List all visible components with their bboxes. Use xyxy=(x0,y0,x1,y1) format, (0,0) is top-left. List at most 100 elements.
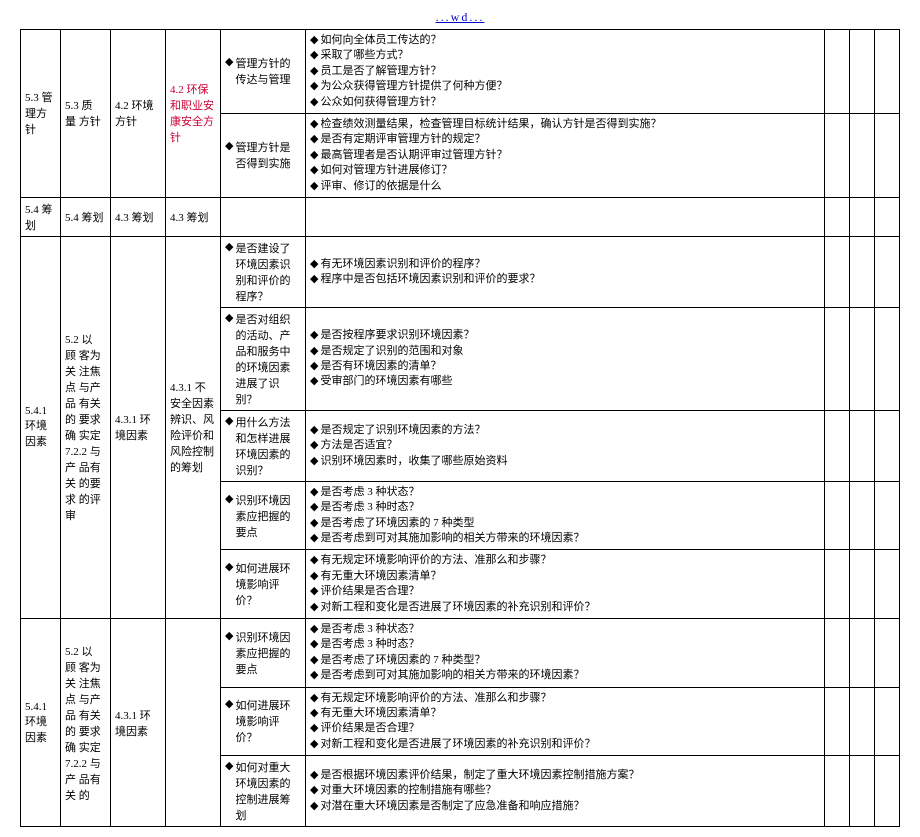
col-clause-1: 5.4 筹划 xyxy=(21,197,61,236)
question-item: 对重大环境因素的控制措施有哪些？ xyxy=(310,783,820,798)
question-item: 有无重大环境因素清单？ xyxy=(310,569,820,584)
question-item: 对新工程和变化是否进展了环境因素的补充识别和评价？ xyxy=(310,600,820,615)
col-empty xyxy=(825,30,850,114)
question-item: 是否考虑 3 种时态？ xyxy=(310,500,820,515)
question-item: 是否考虑到可对其施加影响的相关方带来的环境因素？ xyxy=(310,668,820,683)
col-questions: 检查绩效测量结果，检查管理目标统计结果，确认方针是否得到实施？是否有定期评审管理… xyxy=(306,113,825,197)
question-item: 公众如何获得管理方针？ xyxy=(310,95,820,110)
question-item: 是否根据环境因素评价结果，制定了重大环境因素控制措施方案？ xyxy=(310,768,820,783)
col-empty xyxy=(875,550,900,619)
page-header: ...wd... xyxy=(20,10,900,25)
col-empty xyxy=(850,756,875,827)
col-empty xyxy=(825,410,850,481)
col-checkpoint: 管理方针是否得到实施 xyxy=(221,113,306,197)
col-empty xyxy=(825,619,850,688)
question-item: 对新工程和变化是否进展了环境因素的补充识别和评价？ xyxy=(310,737,820,752)
col-clause-1: 5.4.1 环境因素 xyxy=(21,236,61,618)
question-item: 方法是否适宜？ xyxy=(310,438,820,453)
col-questions: 有无环境因素识别和评价的程序？程序中是否包括环境因素识别和评价的要求？ xyxy=(306,236,825,307)
col-questions xyxy=(306,197,825,236)
col-clause-2: 5.2 以 顾 客为 关 注焦 点 与产 品 有关 的 要求 确 实定 7.2.… xyxy=(61,236,111,618)
col-clause-3: 4.3 筹划 xyxy=(111,197,166,236)
col-empty xyxy=(875,687,900,756)
col-clause-4: 4.3.1 不安全因素辨识、风险评价和风险控制的筹划 xyxy=(166,236,221,618)
col-checkpoint: 识别环境因素应把握的要点 xyxy=(221,619,306,688)
question-item: 员工是否了解管理方针？ xyxy=(310,64,820,79)
col-questions: 有无规定环境影响评价的方法、准那么和步骤？有无重大环境因素清单？评价结果是否合理… xyxy=(306,550,825,619)
table-row: 5.3 管理方针5.3 质 量 方针4.2 环境方针4.2 环保和职业安康安全方… xyxy=(21,30,900,114)
col-questions: 是否按程序要求识别环境因素？是否规定了识别的范围和对象是否有环境因素的清单？受审… xyxy=(306,307,825,410)
question-item: 程序中是否包括环境因素识别和评价的要求？ xyxy=(310,272,820,287)
question-item: 有无环境因素识别和评价的程序？ xyxy=(310,257,820,272)
question-item: 是否考虑 3 种状态？ xyxy=(310,622,820,637)
col-empty xyxy=(850,197,875,236)
col-empty xyxy=(875,410,900,481)
col-empty xyxy=(850,619,875,688)
question-item: 评价结果是否合理？ xyxy=(310,721,820,736)
col-empty xyxy=(850,550,875,619)
question-item: 受审部门的环境因素有哪些 xyxy=(310,374,820,389)
question-item: 检查绩效测量结果，检查管理目标统计结果，确认方针是否得到实施？ xyxy=(310,117,820,132)
question-item: 有无规定环境影响评价的方法、准那么和步骤？ xyxy=(310,553,820,568)
question-item: 最高管理者是否认期评审过管理方针？ xyxy=(310,148,820,163)
col-empty xyxy=(825,481,850,550)
col-empty xyxy=(875,307,900,410)
col-empty xyxy=(850,687,875,756)
col-empty xyxy=(825,756,850,827)
question-item: 有无规定环境影响评价的方法、准那么和步骤？ xyxy=(310,691,820,706)
col-clause-4 xyxy=(166,619,221,827)
col-empty xyxy=(825,113,850,197)
table-row: 5.4 筹划5.4 筹划4.3 筹划4.3 筹划 xyxy=(21,197,900,236)
question-item: 是否考虑了环境因素的 7 种类型 xyxy=(310,516,820,531)
col-clause-2: 5.2 以 顾 客为 关 注焦 点 与产 品 有关 的 要求 确 实定 7.2.… xyxy=(61,619,111,827)
col-empty xyxy=(850,307,875,410)
question-item: 是否有环境因素的清单？ xyxy=(310,359,820,374)
question-item: 如何向全体员工传达的？ xyxy=(310,33,820,48)
col-clause-2: 5.4 筹划 xyxy=(61,197,111,236)
question-item: 对潜在重大环境因素是否制定了应急准备和响应措施？ xyxy=(310,799,820,814)
col-empty xyxy=(825,197,850,236)
audit-table: 5.3 管理方针5.3 质 量 方针4.2 环境方针4.2 环保和职业安康安全方… xyxy=(20,29,900,827)
question-item: 识别环境因素时，收集了哪些原始资料 xyxy=(310,454,820,469)
question-item: 是否考虑 3 种状态？ xyxy=(310,485,820,500)
question-item: 是否考虑了环境因素的 7 种类型？ xyxy=(310,653,820,668)
col-checkpoint: 如何进展环境影响评价？ xyxy=(221,687,306,756)
col-questions: 有无规定环境影响评价的方法、准那么和步骤？有无重大环境因素清单？评价结果是否合理… xyxy=(306,687,825,756)
col-checkpoint: 是否对组织的活动、产品和服务中的环境因素进展了识别？ xyxy=(221,307,306,410)
col-checkpoint: 如何进展环境影响评价？ xyxy=(221,550,306,619)
table-row: 5.4.1 环境因素5.2 以 顾 客为 关 注焦 点 与产 品 有关 的 要求… xyxy=(21,619,900,688)
col-checkpoint: 是否建设了环境因素识别和评价的程序？ xyxy=(221,236,306,307)
col-clause-3: 4.3.1 环境因素 xyxy=(111,619,166,827)
question-item: 采取了哪些方式？ xyxy=(310,48,820,63)
col-empty xyxy=(875,30,900,114)
col-empty xyxy=(850,113,875,197)
col-empty xyxy=(825,307,850,410)
col-checkpoint xyxy=(221,197,306,236)
col-clause-4: 4.2 环保和职业安康安全方针 xyxy=(166,30,221,198)
question-item: 评审、修订的依据是什么 xyxy=(310,179,820,194)
question-item: 有无重大环境因素清单？ xyxy=(310,706,820,721)
col-clause-1: 5.3 管理方针 xyxy=(21,30,61,198)
col-empty xyxy=(825,687,850,756)
col-empty xyxy=(825,550,850,619)
col-empty xyxy=(875,113,900,197)
question-item: 评价结果是否合理？ xyxy=(310,584,820,599)
col-checkpoint: 如何对重大环境因素的控制进展筹划 xyxy=(221,756,306,827)
col-empty xyxy=(825,236,850,307)
col-empty xyxy=(875,756,900,827)
col-empty xyxy=(850,236,875,307)
question-item: 是否按程序要求识别环境因素？ xyxy=(310,328,820,343)
col-questions: 是否考虑 3 种状态？是否考虑 3 种时态？是否考虑了环境因素的 7 种类型？是… xyxy=(306,619,825,688)
col-questions: 如何向全体员工传达的？采取了哪些方式？员工是否了解管理方针？为公众获得管理方针提… xyxy=(306,30,825,114)
question-item: 是否有定期评审管理方针的规定？ xyxy=(310,132,820,147)
col-questions: 是否考虑 3 种状态？是否考虑 3 种时态？是否考虑了环境因素的 7 种类型是否… xyxy=(306,481,825,550)
col-clause-4: 4.3 筹划 xyxy=(166,197,221,236)
col-clause-1: 5.4.1 环境因素 xyxy=(21,619,61,827)
question-item: 是否考虑到可对其施加影响的相关方带来的环境因素？ xyxy=(310,531,820,546)
question-item: 是否规定了识别的范围和对象 xyxy=(310,344,820,359)
col-clause-3: 4.2 环境方针 xyxy=(111,30,166,198)
col-questions: 是否根据环境因素评价结果，制定了重大环境因素控制措施方案？对重大环境因素的控制措… xyxy=(306,756,825,827)
question-item: 是否规定了识别环境因素的方法？ xyxy=(310,423,820,438)
col-checkpoint: 管理方针的传达与管理 xyxy=(221,30,306,114)
table-row: 5.4.1 环境因素5.2 以 顾 客为 关 注焦 点 与产 品 有关 的 要求… xyxy=(21,236,900,307)
